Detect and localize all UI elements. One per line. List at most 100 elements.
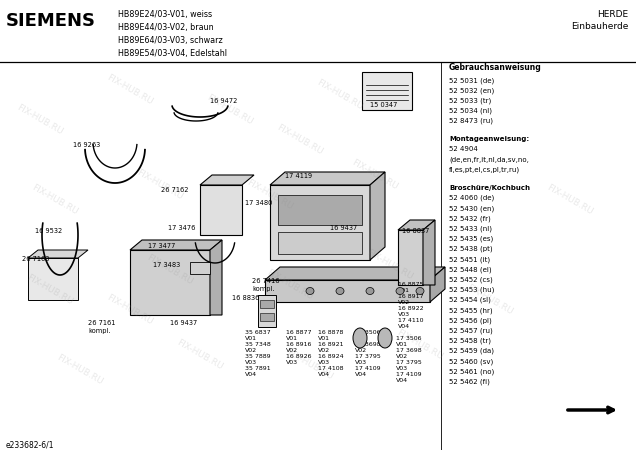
Text: 52 5459 (da): 52 5459 (da) bbox=[449, 348, 494, 355]
Text: FIX-HUB.RU: FIX-HUB.RU bbox=[31, 183, 80, 217]
Ellipse shape bbox=[336, 288, 344, 294]
Text: FIX-HUB.RU: FIX-HUB.RU bbox=[106, 293, 155, 327]
Text: 16 8836: 16 8836 bbox=[232, 295, 259, 301]
Polygon shape bbox=[28, 250, 88, 258]
Text: 16 8877
V01
16 8916
V02
16 8926
V03: 16 8877 V01 16 8916 V02 16 8926 V03 bbox=[286, 330, 312, 365]
Polygon shape bbox=[210, 240, 222, 315]
Text: Gebrauchsanweisung: Gebrauchsanweisung bbox=[449, 63, 542, 72]
Text: FIX-HUB.RU: FIX-HUB.RU bbox=[466, 283, 515, 317]
Text: 16 9437: 16 9437 bbox=[170, 320, 197, 326]
Text: FIX-HUB.RU: FIX-HUB.RU bbox=[396, 328, 445, 362]
Text: 52 4904: 52 4904 bbox=[449, 146, 478, 152]
Polygon shape bbox=[130, 240, 222, 250]
Text: fi,es,pt,el,cs,pl,tr,ru): fi,es,pt,el,cs,pl,tr,ru) bbox=[449, 166, 520, 173]
Polygon shape bbox=[430, 267, 445, 302]
Text: 52 5438 (pt): 52 5438 (pt) bbox=[449, 246, 493, 252]
Text: 17 4119: 17 4119 bbox=[285, 173, 312, 179]
Text: FIX-HUB.RU: FIX-HUB.RU bbox=[25, 273, 74, 307]
Text: 52 5458 (tr): 52 5458 (tr) bbox=[449, 338, 491, 344]
Text: FIX-HUB.RU: FIX-HUB.RU bbox=[205, 93, 254, 127]
Text: e233682-6/1: e233682-6/1 bbox=[6, 441, 55, 450]
Text: Einbauherde: Einbauherde bbox=[570, 22, 628, 31]
Text: 17 3476: 17 3476 bbox=[168, 225, 195, 231]
Text: 52 5034 (nl): 52 5034 (nl) bbox=[449, 108, 492, 114]
Bar bbox=[28, 258, 78, 300]
Text: HERDE: HERDE bbox=[597, 10, 628, 19]
Text: 16 8875
V01
16 8917
V02
16 8922
V03
17 4110
V04: 16 8875 V01 16 8917 V02 16 8922 V03 17 4… bbox=[398, 282, 424, 329]
Polygon shape bbox=[200, 175, 254, 185]
Text: 16 8837: 16 8837 bbox=[402, 228, 429, 234]
Text: 52 5461 (no): 52 5461 (no) bbox=[449, 369, 494, 375]
Bar bbox=[265, 280, 430, 302]
Text: 26 7161
kompl.: 26 7161 kompl. bbox=[88, 320, 115, 333]
Text: 17 3480: 17 3480 bbox=[245, 200, 272, 206]
Text: 52 4060 (de): 52 4060 (de) bbox=[449, 195, 494, 202]
Text: FIX-HUB.RU: FIX-HUB.RU bbox=[176, 338, 225, 372]
Text: 17 3477: 17 3477 bbox=[148, 243, 176, 249]
Text: 17 3506
V01
17 3698
V02
17 3795
V03
17 4109
V04: 17 3506 V01 17 3698 V02 17 3795 V03 17 4… bbox=[396, 336, 422, 383]
Text: 35 6837
V01
35 7348
V02
35 7889
V03
35 7891
V04: 35 6837 V01 35 7348 V02 35 7889 V03 35 7… bbox=[245, 330, 271, 377]
Text: 52 5452 (cs): 52 5452 (cs) bbox=[449, 277, 493, 283]
Text: FIX-HUB.RU: FIX-HUB.RU bbox=[350, 158, 399, 192]
Text: 52 5457 (ru): 52 5457 (ru) bbox=[449, 328, 493, 334]
Polygon shape bbox=[398, 220, 435, 230]
Text: FIX-HUB.RU: FIX-HUB.RU bbox=[546, 183, 595, 217]
Ellipse shape bbox=[306, 288, 314, 294]
Bar bbox=[270, 185, 370, 260]
Text: FIX-HUB.RU: FIX-HUB.RU bbox=[366, 248, 415, 282]
Text: 52 5430 (en): 52 5430 (en) bbox=[449, 205, 494, 212]
Bar bbox=[362, 72, 412, 110]
Ellipse shape bbox=[366, 288, 374, 294]
Text: FIX-HUB.RU: FIX-HUB.RU bbox=[275, 123, 324, 157]
Text: 16 8878
V01
16 8921
V02
16 8924
V03
17 4108
V04: 16 8878 V01 16 8921 V02 16 8924 V03 17 4… bbox=[318, 330, 343, 377]
Bar bbox=[260, 313, 274, 321]
Text: FIX-HUB.RU: FIX-HUB.RU bbox=[265, 268, 315, 302]
Text: FIX-HUB.RU: FIX-HUB.RU bbox=[286, 348, 335, 382]
Text: 16 9472: 16 9472 bbox=[210, 98, 237, 104]
Bar bbox=[278, 195, 362, 225]
Bar bbox=[258, 295, 276, 327]
Text: 17 3483: 17 3483 bbox=[153, 262, 180, 268]
Text: 52 5433 (nl): 52 5433 (nl) bbox=[449, 225, 492, 232]
Text: 52 5033 (tr): 52 5033 (tr) bbox=[449, 97, 491, 104]
Bar bbox=[260, 300, 274, 308]
Text: 17 3506
V01
17 3698
V02
17 3795
V03
17 4109
V04: 17 3506 V01 17 3698 V02 17 3795 V03 17 4… bbox=[355, 330, 381, 377]
Text: FIX-HUB.RU: FIX-HUB.RU bbox=[315, 78, 364, 112]
Text: SIEMENS: SIEMENS bbox=[6, 12, 96, 30]
Text: 26 7416
kompl.: 26 7416 kompl. bbox=[252, 278, 279, 292]
Text: FIX-HUB.RU: FIX-HUB.RU bbox=[146, 253, 195, 287]
Text: 15 0347: 15 0347 bbox=[370, 102, 398, 108]
Text: FIX-HUB.RU: FIX-HUB.RU bbox=[15, 103, 65, 137]
Ellipse shape bbox=[378, 328, 392, 348]
Text: 52 5031 (de): 52 5031 (de) bbox=[449, 77, 494, 84]
Text: 26 7162: 26 7162 bbox=[161, 187, 188, 193]
Text: 52 5455 (hr): 52 5455 (hr) bbox=[449, 307, 493, 314]
Text: 52 5453 (hu): 52 5453 (hu) bbox=[449, 287, 494, 293]
Text: 52 5454 (sl): 52 5454 (sl) bbox=[449, 297, 491, 303]
Text: 52 5460 (sv): 52 5460 (sv) bbox=[449, 358, 494, 365]
Text: 52 5432 (fr): 52 5432 (fr) bbox=[449, 216, 491, 222]
Bar bbox=[190, 262, 210, 274]
Text: HB89E24/03-V01, weiss
HB89E44/03-V02, braun
HB89E64/03-V03, schwarz
HB89E54/03-V: HB89E24/03-V01, weiss HB89E44/03-V02, br… bbox=[118, 10, 227, 58]
Text: 26 7163: 26 7163 bbox=[22, 256, 50, 262]
Text: 16 9532: 16 9532 bbox=[35, 228, 62, 234]
Text: 52 5451 (it): 52 5451 (it) bbox=[449, 256, 490, 263]
Text: FIX-HUB.RU: FIX-HUB.RU bbox=[245, 178, 294, 212]
Polygon shape bbox=[270, 172, 385, 185]
Text: Broschüre/Kochbuch: Broschüre/Kochbuch bbox=[449, 185, 530, 191]
Polygon shape bbox=[265, 267, 445, 280]
Text: 16 9263: 16 9263 bbox=[73, 142, 100, 148]
Polygon shape bbox=[370, 172, 385, 260]
Ellipse shape bbox=[416, 288, 424, 294]
Text: 52 5435 (es): 52 5435 (es) bbox=[449, 236, 494, 242]
Ellipse shape bbox=[353, 328, 367, 348]
Bar bbox=[130, 250, 210, 315]
Text: 52 5462 (fi): 52 5462 (fi) bbox=[449, 378, 490, 385]
Polygon shape bbox=[423, 220, 435, 285]
Text: Montageanweisung:: Montageanweisung: bbox=[449, 136, 529, 142]
Text: 52 5032 (en): 52 5032 (en) bbox=[449, 87, 494, 94]
Ellipse shape bbox=[396, 288, 404, 294]
Text: 52 5448 (el): 52 5448 (el) bbox=[449, 266, 492, 273]
Bar bbox=[398, 230, 423, 285]
Text: 16 9437: 16 9437 bbox=[330, 225, 357, 231]
